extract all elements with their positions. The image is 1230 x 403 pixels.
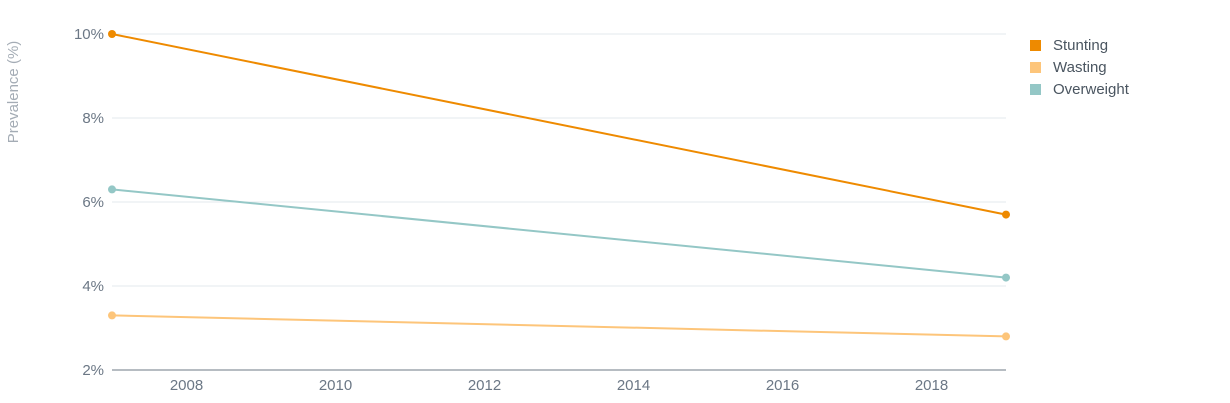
- x-tick-label: 2014: [617, 377, 650, 394]
- legend-item-stunting[interactable]: Stunting: [1030, 34, 1129, 56]
- x-tick-label: 2018: [915, 377, 948, 394]
- legend-label-wasting: Wasting: [1053, 58, 1107, 76]
- legend: Stunting Wasting Overweight: [1030, 34, 1129, 100]
- legend-label-stunting: Stunting: [1053, 36, 1109, 54]
- y-tick-label: 8%: [82, 110, 104, 127]
- data-point-stunting[interactable]: [108, 30, 116, 38]
- data-point-overweight[interactable]: [108, 185, 116, 194]
- y-axis-ticks: 2% 4% 6% 8% 10%: [74, 26, 104, 379]
- series-line-wasting: [111, 314, 1007, 338]
- data-point-stunting[interactable]: [1002, 210, 1010, 219]
- grid-lines: [112, 33, 1006, 371]
- series-lines: [108, 30, 1010, 341]
- data-point-wasting[interactable]: [1002, 332, 1010, 341]
- x-tick-label: 2012: [468, 377, 501, 394]
- series-line-stunting: [111, 33, 1007, 216]
- legend-label-overweight: Overweight: [1053, 80, 1129, 98]
- legend-swatch-wasting: [1030, 61, 1041, 73]
- x-tick-label: 2016: [766, 377, 799, 394]
- x-axis-ticks: 2008 2010 2012 2014 2016 2018: [170, 377, 948, 394]
- y-tick-label: 2%: [82, 362, 104, 379]
- legend-item-overweight[interactable]: Overweight: [1030, 78, 1129, 100]
- legend-item-wasting[interactable]: Wasting: [1030, 56, 1129, 78]
- legend-swatch-overweight: [1030, 83, 1041, 95]
- legend-swatch-stunting: [1030, 39, 1041, 51]
- y-tick-label: 6%: [82, 194, 104, 211]
- y-tick-label: 10%: [74, 26, 104, 43]
- x-tick-label: 2008: [170, 377, 203, 394]
- series-line-overweight: [111, 188, 1007, 279]
- data-point-wasting[interactable]: [108, 311, 116, 320]
- y-tick-label: 4%: [82, 278, 104, 295]
- x-tick-label: 2010: [319, 377, 352, 394]
- line-chart: 2% 4% 6% 8% 10% 2008 2010 2012 2014 2016 2018 Pre…: [5, 26, 1010, 394]
- data-point-overweight[interactable]: [1002, 273, 1010, 282]
- y-axis-title: Prevalence (%): [5, 41, 22, 144]
